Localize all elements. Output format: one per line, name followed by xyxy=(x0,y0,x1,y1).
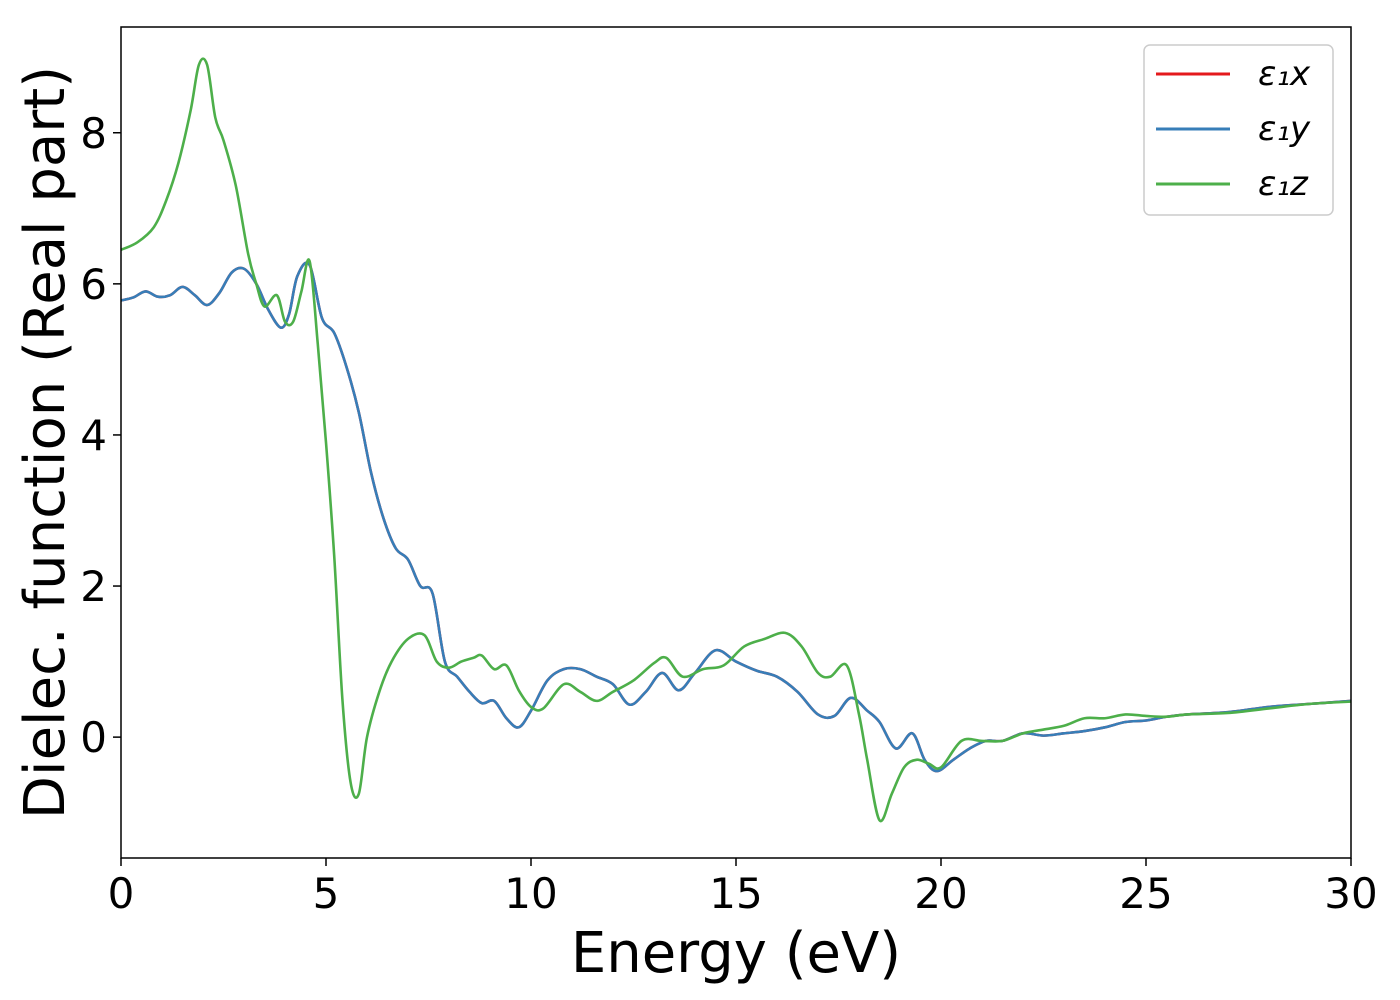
x-tick-label: 15 xyxy=(709,869,762,918)
y-axis-label: Dielec. function (Real part) xyxy=(13,66,78,819)
legend-box xyxy=(1143,44,1334,216)
series-layer xyxy=(120,57,1352,823)
y-tick-label: 4 xyxy=(80,411,107,460)
x-tick-label: 25 xyxy=(1119,869,1172,918)
y-tick-label: 2 xyxy=(80,562,107,611)
legend-label: ε₁z xyxy=(1258,164,1309,204)
x-axis-label: Energy (eV) xyxy=(571,921,901,986)
x-tick-label: 0 xyxy=(108,869,135,918)
x-tick-label: 10 xyxy=(504,869,557,918)
x-tick-label: 30 xyxy=(1324,869,1377,918)
y-tick-label: 0 xyxy=(80,713,107,762)
series-line-eps1z xyxy=(120,57,1352,823)
legend-items: ε₁x ε₁y ε₁z xyxy=(1156,54,1311,204)
legend: ε₁x ε₁y ε₁z xyxy=(1143,44,1334,216)
y-tick-label: 8 xyxy=(80,109,107,158)
legend-label: ε₁y xyxy=(1258,109,1311,149)
series-line-eps1y xyxy=(120,261,1352,773)
y-tick-label: 6 xyxy=(80,260,107,309)
series-line-eps1x xyxy=(120,261,1352,773)
x-tick-label: 20 xyxy=(914,869,967,918)
x-tick-label: 5 xyxy=(313,869,340,918)
legend-label: ε₁x xyxy=(1258,54,1311,94)
y-axis-ticks: 0 2 4 6 8 xyxy=(80,109,121,762)
x-axis-ticks: 0 5 10 15 20 25 30 xyxy=(108,858,1378,918)
